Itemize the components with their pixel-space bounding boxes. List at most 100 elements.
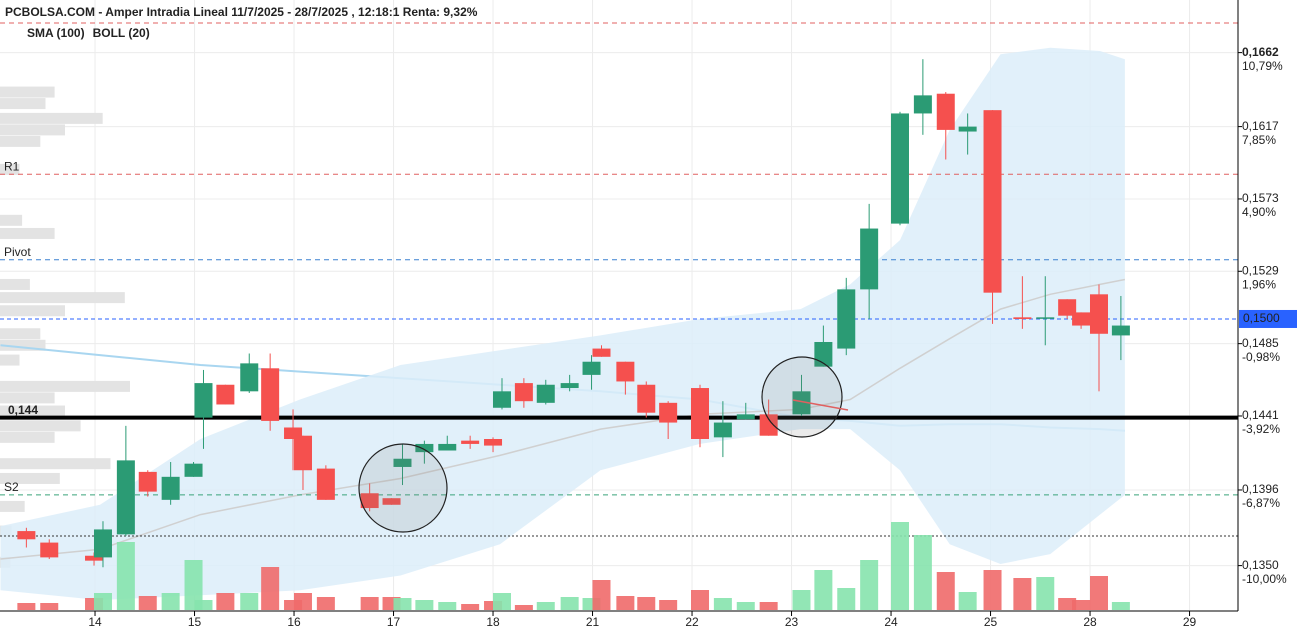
candle-body — [293, 435, 312, 471]
y-tick-label: 0,1485 — [1242, 336, 1279, 350]
volume-bar — [690, 590, 709, 610]
chart-title: PCBOLSA.COM - Amper Intradia Lineal 11/7… — [5, 5, 478, 19]
volume-profile-bar — [0, 458, 111, 470]
candle-body — [161, 476, 180, 500]
volume-profile-bar — [0, 380, 130, 392]
candle-body — [560, 383, 579, 389]
y-tick-change: 7,85% — [1242, 133, 1276, 147]
candle-body — [690, 388, 709, 440]
volume-profile-bar — [0, 98, 46, 110]
candle-body — [958, 126, 977, 132]
candle-body — [1036, 317, 1055, 319]
volume-bar — [792, 590, 811, 610]
x-tick-label: 23 — [785, 615, 799, 629]
candle-body — [582, 361, 601, 375]
volume-bar — [958, 592, 977, 610]
volume-bar — [536, 602, 555, 610]
candle-body — [860, 228, 879, 290]
candle-body — [492, 391, 511, 408]
volume-bar — [659, 600, 678, 610]
annotation-circle — [358, 443, 448, 533]
bollinger-middle — [0, 278, 1126, 560]
volume-bar — [890, 522, 909, 610]
candle-body — [514, 383, 533, 402]
volume-bar — [116, 542, 135, 610]
y-tick-change: -0,98% — [1242, 350, 1280, 364]
y-tick-label: 0,1396 — [1242, 482, 1279, 496]
volume-bar — [138, 596, 157, 610]
volume-profile-bar — [0, 112, 103, 124]
time-axis-bg — [0, 611, 1238, 638]
volume-bar — [194, 600, 213, 610]
candle-body — [138, 471, 157, 492]
volume-profile-bar — [0, 472, 60, 484]
candle-body — [1058, 299, 1077, 316]
y-tick-change: -6,87% — [1242, 496, 1280, 510]
volume-bar — [560, 597, 579, 610]
volume-bar — [1072, 600, 1091, 610]
volume-profile-bar — [0, 405, 65, 417]
volume-bar — [438, 602, 457, 610]
volume-profile-bar — [0, 292, 125, 304]
candle-body — [637, 384, 656, 413]
volume-bar — [1036, 577, 1055, 610]
volume-bar — [461, 604, 480, 610]
candle-body — [890, 113, 909, 224]
bollinger-band — [0, 47, 1125, 601]
volume-profile-bar — [0, 305, 65, 317]
candle-body — [736, 414, 755, 420]
annotation-circle — [761, 356, 843, 438]
volume-bar — [637, 597, 656, 610]
candle-body — [415, 443, 434, 453]
volume-profile-bar — [0, 392, 55, 404]
volume-bar — [17, 603, 36, 610]
x-tick-label: 24 — [884, 615, 898, 629]
candle-body — [1089, 294, 1108, 334]
volume-bar — [161, 593, 180, 610]
candle-body — [913, 95, 932, 114]
x-tick-label: 21 — [586, 615, 600, 629]
volume-bar — [93, 593, 112, 610]
volume-bar — [837, 588, 856, 610]
last-price-box — [1239, 309, 1297, 328]
volume-profile-bar — [0, 500, 25, 512]
volume-bar — [184, 560, 203, 610]
candle-body — [461, 440, 480, 444]
volume-bar — [415, 600, 434, 610]
candle-body — [592, 348, 611, 357]
candle-body — [261, 368, 280, 421]
volume-bar — [316, 597, 335, 610]
legend-entry: SMA (100) — [27, 26, 85, 40]
volume-bar — [1089, 576, 1108, 610]
candle-body — [116, 460, 135, 535]
volume-bar — [860, 560, 879, 610]
y-tick-label: 0,1617 — [1242, 119, 1279, 133]
volume-bar — [360, 597, 379, 610]
legend-entry: BOLL (20) — [93, 26, 150, 40]
volume-bar — [261, 567, 280, 610]
volume-profile-bar — [0, 227, 55, 239]
candle-body — [1111, 325, 1130, 336]
volume-bar — [40, 603, 59, 610]
volume-bar — [216, 593, 235, 610]
level-label: R1 — [4, 159, 20, 173]
candle-body — [184, 463, 203, 477]
x-tick-label: 18 — [486, 615, 500, 629]
volume-bar — [284, 600, 303, 610]
candle-body — [194, 383, 213, 418]
volume-bar — [514, 605, 533, 610]
volume-bar — [814, 570, 833, 610]
volume-bar — [1058, 598, 1077, 610]
y-tick-label: 0,1529 — [1242, 263, 1279, 277]
volume-bar — [616, 596, 635, 610]
candle-body — [216, 384, 235, 405]
candle-body — [536, 384, 555, 403]
candle-body — [40, 542, 59, 558]
volume-profile-bar — [0, 214, 23, 226]
y-tick-change: -3,92% — [1242, 422, 1280, 436]
candle-body — [382, 498, 401, 505]
y-tick-change: 1,96% — [1242, 277, 1276, 291]
volume-bar — [592, 580, 611, 610]
volume-profile-bar — [0, 339, 46, 351]
